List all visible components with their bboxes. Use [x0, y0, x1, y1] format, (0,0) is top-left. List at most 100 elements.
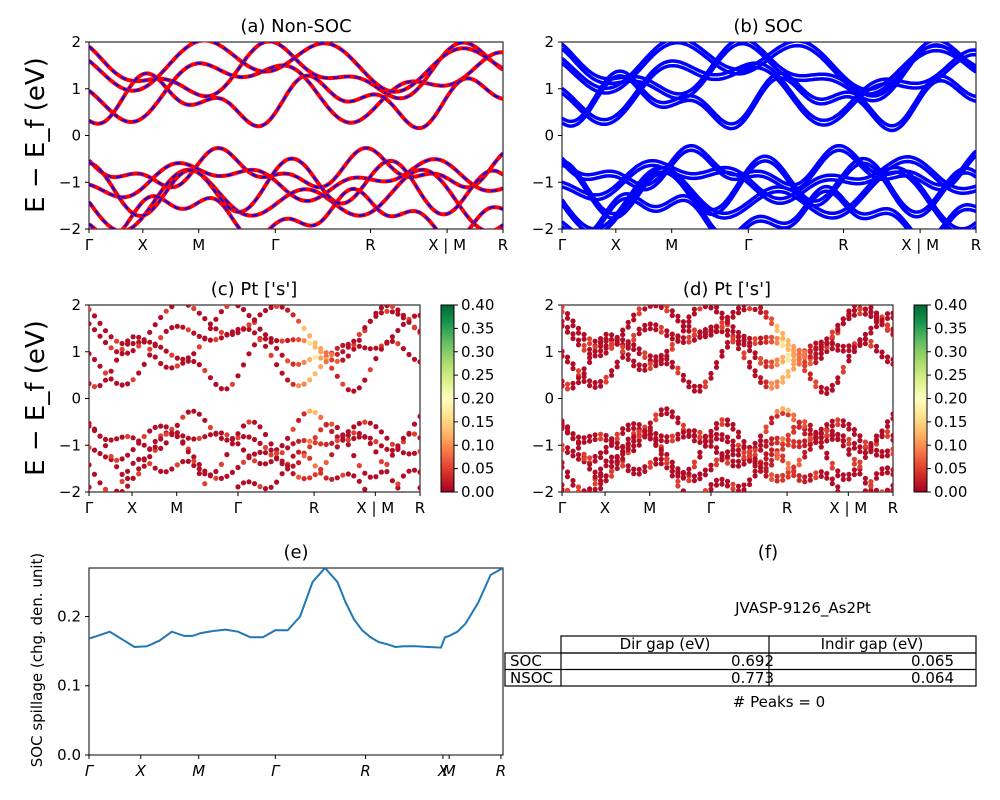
projection-point [730, 421, 736, 428]
projection-point [658, 305, 664, 310]
projection-point [763, 309, 769, 316]
x-tick-label: R [360, 762, 370, 780]
table-row-soc-indir: 0.065 [911, 652, 954, 670]
projection-point [829, 334, 835, 340]
projection-point [796, 473, 802, 479]
projection-point [620, 327, 626, 333]
projection-point [130, 460, 136, 466]
band-lines [89, 42, 503, 229]
projection-point [785, 474, 791, 480]
projection-point [780, 379, 786, 385]
projection-point [207, 325, 213, 332]
projection-point [158, 335, 164, 341]
projection-point [669, 308, 675, 314]
projection-point [774, 362, 780, 368]
projection-point [890, 446, 893, 452]
projection-point [570, 477, 576, 484]
projection-point [769, 441, 775, 447]
projection-point [818, 473, 824, 479]
projection-point [631, 448, 637, 454]
projection-point [747, 348, 753, 354]
projection-point [218, 386, 224, 392]
projection-point [367, 474, 373, 480]
projection-point [587, 336, 593, 342]
projection-point [763, 359, 769, 365]
projection-point [323, 441, 329, 447]
projection-point [857, 437, 863, 444]
projection-point [581, 378, 587, 384]
projection-point [246, 326, 252, 332]
projection-point [125, 338, 131, 344]
projection-point [356, 420, 362, 427]
projection-point [735, 488, 742, 492]
projection-point [575, 375, 582, 381]
projection-point [136, 370, 142, 376]
projection-point [268, 339, 274, 345]
projection-point [741, 487, 747, 492]
projection-point [290, 453, 296, 459]
projection-point [389, 334, 395, 340]
projection-point [411, 324, 418, 330]
projection-point [730, 463, 736, 469]
projection-point [730, 328, 736, 334]
projection-point [769, 451, 775, 458]
projection-point [251, 436, 258, 443]
projection-point [378, 346, 384, 352]
projection-point [669, 473, 675, 479]
projection-point [769, 476, 775, 482]
projection-point [108, 368, 114, 374]
projection-point [752, 368, 758, 374]
projection-point [587, 455, 593, 461]
projection-point [417, 448, 420, 455]
projection-point [691, 459, 698, 465]
projection-point [796, 457, 802, 463]
projection-point [724, 319, 731, 325]
projection-point [312, 355, 318, 361]
projection-point [752, 340, 758, 346]
projection-point [829, 481, 835, 487]
projection-point [334, 434, 340, 440]
projection-point [395, 327, 401, 334]
projection-point [735, 452, 742, 458]
projection-point [780, 472, 786, 479]
projection-point [735, 429, 742, 435]
projection-point [642, 362, 648, 369]
projection-point [417, 469, 420, 475]
x-tick-label: X | M [428, 236, 466, 254]
table-col-dir-gap: Dir gap (eV) [620, 635, 711, 653]
projection-point [719, 457, 725, 463]
projection-point [752, 468, 758, 474]
projection-point [620, 451, 626, 457]
projection-point [625, 463, 631, 469]
projection-point [747, 477, 753, 483]
projection-point [741, 305, 747, 308]
projection-point [587, 466, 593, 472]
colorbar-tick-label: 0.00 [934, 483, 967, 501]
projection-point [708, 486, 714, 492]
projection-point [686, 323, 692, 329]
projection-point [345, 432, 351, 438]
projection-point [581, 347, 587, 353]
projection-point [147, 454, 153, 460]
y-tick-label: −2 [532, 220, 554, 238]
projection-point [758, 340, 764, 346]
projection-point [769, 359, 775, 365]
projection-point [196, 470, 202, 477]
projection-point [163, 364, 169, 370]
projection-point [719, 421, 725, 427]
projection-point [598, 348, 604, 354]
projection-point [400, 321, 406, 327]
projection-point [824, 432, 830, 438]
projection-point [89, 462, 92, 468]
projection-point [835, 432, 841, 438]
projection-point [130, 340, 136, 347]
projection-point [675, 431, 681, 437]
projection-point [730, 324, 736, 330]
projection-point [307, 438, 313, 444]
projection-point [702, 488, 708, 492]
projection-point [351, 338, 357, 344]
projection-point [884, 419, 891, 425]
projection-point [686, 314, 692, 320]
projection-point [562, 309, 565, 315]
band-line-soc [562, 42, 976, 92]
